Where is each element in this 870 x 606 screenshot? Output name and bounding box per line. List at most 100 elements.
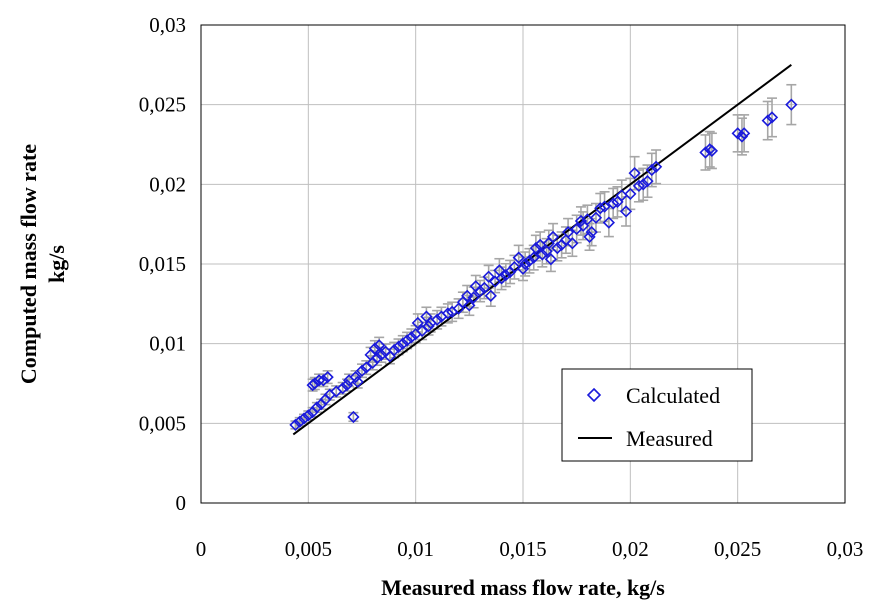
data-point	[765, 111, 779, 124]
data-point	[737, 127, 751, 140]
data-point	[293, 415, 306, 428]
data-point	[355, 364, 369, 377]
data-point	[370, 351, 384, 365]
x-tick-label: 0,02	[612, 537, 649, 561]
data-point	[589, 211, 603, 224]
data-point	[373, 339, 386, 352]
data-point	[336, 382, 349, 395]
data-point	[375, 348, 388, 361]
error-bar	[348, 411, 359, 423]
data-point	[536, 248, 549, 261]
data-point	[594, 202, 607, 215]
data-point	[585, 226, 598, 239]
data-point	[368, 342, 382, 355]
y-tick-label: 0,03	[149, 13, 186, 37]
error-bar	[786, 83, 797, 126]
data-point	[495, 272, 508, 285]
y-axis-title-line1: Computed mass flow rate	[16, 144, 41, 384]
error-bar	[651, 149, 662, 185]
data-point	[484, 289, 497, 302]
data-point	[632, 179, 646, 193]
data-point	[422, 320, 435, 333]
data-point	[400, 334, 414, 347]
data-point	[482, 270, 495, 283]
data-point	[628, 167, 641, 180]
legend-box	[561, 368, 753, 462]
data-point	[645, 163, 658, 177]
x-tick-label: 0,015	[499, 537, 546, 561]
data-point	[602, 216, 615, 229]
data-point	[321, 370, 334, 384]
data-point	[519, 257, 532, 271]
y-tick-label: 0,015	[139, 252, 186, 276]
data-point	[396, 337, 409, 350]
y-tick-label: 0	[176, 491, 187, 515]
data-point	[302, 409, 315, 422]
data-point	[405, 331, 418, 344]
data-point	[529, 241, 543, 255]
data-point	[598, 200, 611, 213]
data-point	[499, 269, 512, 282]
data-point	[566, 237, 579, 250]
y-tick-label: 0,01	[149, 332, 186, 356]
data-point	[551, 241, 564, 255]
legend-label-measured: Measured	[626, 426, 713, 451]
x-axis-title: Measured mass flow rate, kg/s	[381, 575, 665, 600]
data-point	[705, 144, 719, 158]
plot-area-frame	[200, 24, 846, 504]
data-point	[561, 226, 575, 239]
data-point	[478, 281, 491, 295]
data-point	[624, 187, 637, 201]
data-point	[297, 412, 311, 425]
data-point	[574, 214, 588, 228]
data-point	[392, 340, 405, 353]
data-point	[441, 307, 454, 320]
data-point	[559, 233, 573, 247]
data-point	[461, 289, 474, 302]
x-tick-label: 0	[196, 537, 207, 561]
data-point	[699, 146, 712, 159]
x-tick-label: 0,025	[714, 537, 761, 561]
error-bar	[524, 247, 535, 274]
x-tick-label: 0,01	[397, 537, 434, 561]
data-point	[347, 410, 360, 424]
data-point	[735, 130, 749, 143]
x-axis-ticks: 0 0,005 0,01 0,015 0,02 0,025 0,03	[196, 537, 864, 561]
data-point	[411, 316, 424, 330]
data-point	[360, 361, 373, 374]
calculated-points	[289, 98, 798, 432]
x-tick-label: 0,005	[285, 537, 332, 561]
data-point	[619, 205, 633, 218]
error-bar	[704, 130, 715, 168]
data-point	[467, 291, 480, 304]
legend-label-calculated: Calculated	[626, 383, 720, 408]
data-point	[523, 254, 536, 267]
data-point	[540, 245, 553, 258]
data-point	[289, 418, 302, 432]
data-point	[649, 160, 663, 173]
y-tick-label: 0,02	[149, 172, 186, 196]
error-bar	[767, 97, 778, 138]
y-axis-title-line2: kg/s	[44, 245, 69, 283]
y-tick-label: 0,005	[139, 411, 186, 435]
data-point	[641, 175, 654, 188]
data-point	[607, 197, 620, 210]
legend-marker-calculated	[586, 387, 602, 403]
y-axis-ticks: 0 0,005 0,01 0,015 0,02 0,025 0,03	[139, 13, 186, 515]
data-point	[317, 374, 330, 387]
data-point	[527, 251, 540, 264]
data-point	[349, 370, 362, 384]
data-point	[431, 313, 444, 326]
legend: Calculated Measured	[561, 368, 753, 462]
data-point	[308, 377, 321, 390]
error-bar	[706, 132, 717, 170]
data-point	[463, 299, 476, 312]
data-point	[351, 375, 364, 389]
data-point	[415, 324, 429, 338]
data-point	[310, 401, 324, 414]
error-bar	[762, 100, 773, 141]
y-axis-title: Computed mass flow rate kg/s	[16, 144, 69, 384]
data-point	[785, 98, 798, 111]
data-point	[388, 343, 401, 357]
